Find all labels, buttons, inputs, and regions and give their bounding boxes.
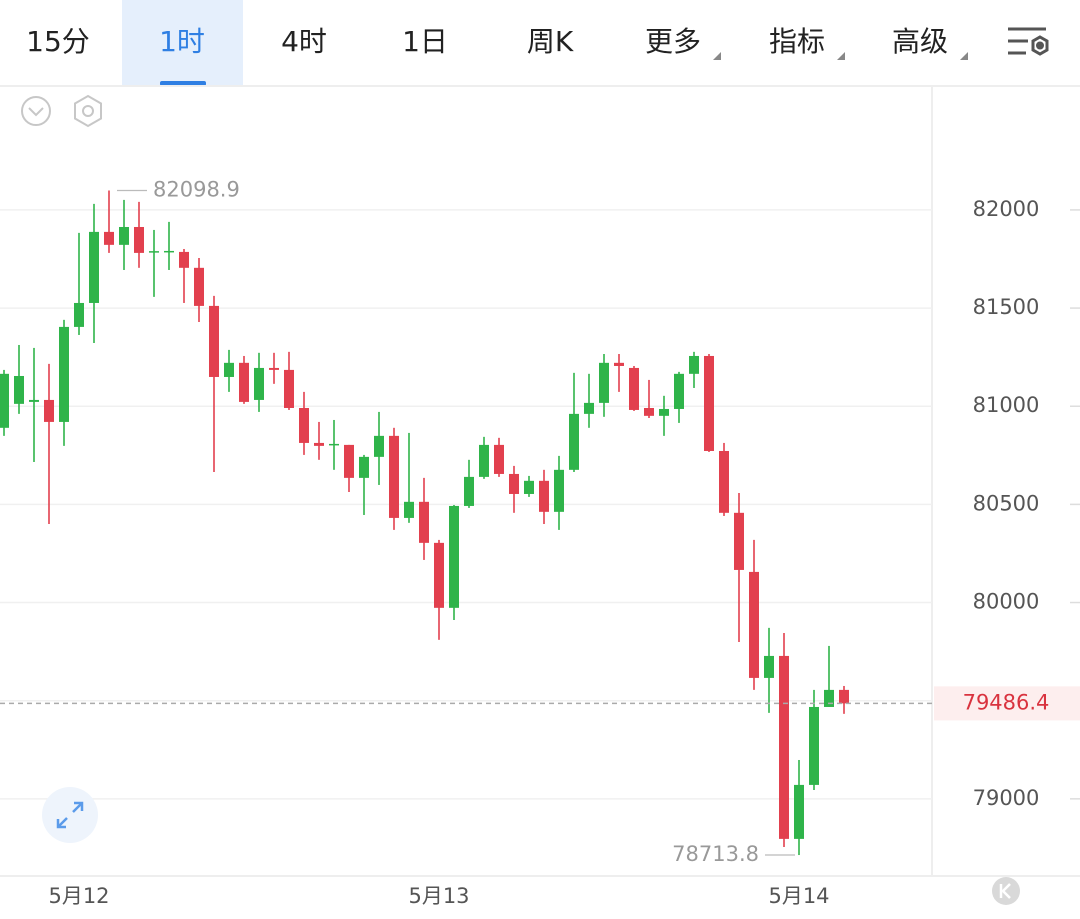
candle-body bbox=[59, 326, 69, 422]
y-tick-label: 81500 bbox=[973, 295, 1040, 319]
candle-body bbox=[269, 367, 279, 370]
candle-body bbox=[629, 367, 639, 410]
candle-body bbox=[389, 435, 399, 518]
overlay: 5月12 5月13 5月14 82098.9 78713.8 79486.4 bbox=[0, 177, 1080, 908]
tab[interactable]: 更多 bbox=[645, 25, 701, 58]
candle-body bbox=[719, 450, 729, 513]
candle-body bbox=[509, 473, 519, 494]
candle-body bbox=[464, 476, 474, 506]
candle-body bbox=[134, 226, 144, 253]
candle-body bbox=[539, 480, 549, 512]
candle-body bbox=[119, 226, 129, 245]
candle-body bbox=[674, 373, 684, 409]
candle-body bbox=[659, 408, 669, 416]
y-tick-label: 80000 bbox=[973, 590, 1040, 614]
dropdown-arrow bbox=[837, 52, 845, 60]
last-price-box bbox=[934, 686, 1080, 721]
indicator-settings-icon[interactable] bbox=[74, 94, 102, 128]
candle-body bbox=[779, 655, 789, 839]
candle-body bbox=[569, 413, 579, 470]
grid: 79000795008000080500810008150082000 bbox=[0, 197, 1080, 810]
dropdown-arrow bbox=[713, 52, 721, 60]
candle-body bbox=[824, 689, 834, 707]
candle-body bbox=[689, 355, 699, 374]
candle-body bbox=[524, 480, 534, 494]
candle-body bbox=[494, 444, 504, 474]
candle-body bbox=[614, 362, 624, 366]
k-button[interactable] bbox=[992, 877, 1020, 905]
candle-body bbox=[809, 706, 819, 785]
candle-body bbox=[404, 501, 414, 518]
expand-button[interactable] bbox=[42, 787, 98, 843]
dropdown-arrow bbox=[960, 52, 968, 60]
candle-body bbox=[479, 444, 489, 477]
tab[interactable]: 高级 bbox=[892, 25, 948, 58]
candle-body bbox=[704, 355, 714, 451]
tab[interactable]: 1时 bbox=[159, 25, 205, 58]
candle-body bbox=[734, 512, 744, 570]
candle-body bbox=[179, 251, 189, 268]
candle-body bbox=[749, 571, 759, 678]
candle-body bbox=[434, 542, 444, 608]
candle-body bbox=[314, 442, 324, 446]
tab[interactable]: 周K bbox=[527, 25, 574, 58]
candle-body bbox=[224, 362, 234, 377]
active-tab-bg bbox=[122, 0, 243, 86]
candle-body bbox=[344, 444, 354, 478]
candle-body bbox=[89, 231, 99, 303]
candles bbox=[0, 190, 849, 856]
candle-body bbox=[644, 407, 654, 416]
y-tick-label: 82000 bbox=[973, 197, 1040, 221]
candle-body bbox=[284, 369, 294, 408]
candle-body bbox=[0, 373, 9, 428]
candle-body bbox=[599, 362, 609, 403]
candle-body bbox=[329, 443, 339, 446]
candle-body bbox=[764, 655, 774, 678]
tab[interactable]: 4时 bbox=[281, 25, 327, 58]
candle-body bbox=[209, 305, 219, 377]
x-tick-label: 5月12 bbox=[48, 884, 109, 908]
candle-body bbox=[359, 456, 369, 478]
candle-body bbox=[449, 505, 459, 608]
x-tick-label: 5月14 bbox=[768, 884, 829, 908]
collapse-icon[interactable] bbox=[21, 96, 51, 126]
candle-body bbox=[149, 251, 159, 253]
x-tick-label: 5月13 bbox=[408, 884, 469, 908]
candle-body bbox=[374, 435, 384, 457]
candle-body bbox=[584, 402, 594, 414]
tab[interactable]: 指标 bbox=[769, 25, 825, 58]
tab[interactable]: 1日 bbox=[402, 25, 448, 58]
candle-body bbox=[14, 375, 24, 404]
candle-body bbox=[839, 689, 849, 704]
candle-body bbox=[239, 362, 249, 402]
candle-body bbox=[29, 399, 39, 402]
candle-body bbox=[44, 399, 54, 422]
candle-body bbox=[794, 784, 804, 839]
candle-body bbox=[194, 267, 204, 306]
candle-body bbox=[299, 407, 309, 443]
candle-body bbox=[74, 302, 84, 327]
min-label: 78713.8 bbox=[672, 842, 759, 866]
tab[interactable]: 15分 bbox=[26, 25, 90, 58]
y-tick-label: 80500 bbox=[973, 491, 1040, 515]
candle-body bbox=[419, 501, 429, 543]
candle-body bbox=[164, 250, 174, 253]
last-price-label: 79486.4 bbox=[963, 690, 1050, 714]
candle-body bbox=[254, 367, 264, 400]
y-tick-label: 79000 bbox=[973, 786, 1040, 810]
tab-bar: 15分 1时 4时 1日 周K 更多 指标 高级 bbox=[26, 0, 968, 86]
candle-body bbox=[104, 231, 114, 245]
max-label: 82098.9 bbox=[153, 177, 240, 201]
settings-icon[interactable] bbox=[1008, 27, 1049, 56]
candle-body bbox=[554, 469, 564, 512]
y-tick-label: 81000 bbox=[973, 393, 1040, 417]
active-tab-indicator bbox=[160, 81, 206, 86]
